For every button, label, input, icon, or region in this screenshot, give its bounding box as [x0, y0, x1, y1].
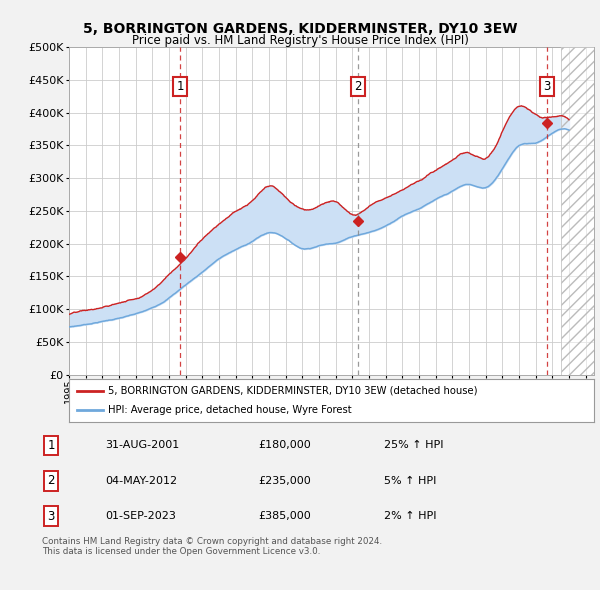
- Text: 2% ↑ HPI: 2% ↑ HPI: [384, 512, 437, 521]
- Text: 2: 2: [354, 80, 362, 93]
- Text: 1: 1: [47, 439, 55, 452]
- Text: 3: 3: [47, 510, 55, 523]
- Text: 04-MAY-2012: 04-MAY-2012: [105, 476, 177, 486]
- Text: £180,000: £180,000: [258, 441, 311, 450]
- Text: Contains HM Land Registry data © Crown copyright and database right 2024.
This d: Contains HM Land Registry data © Crown c…: [42, 537, 382, 556]
- Bar: [560, 47, 594, 375]
- Text: £385,000: £385,000: [258, 512, 311, 521]
- Text: 25% ↑ HPI: 25% ↑ HPI: [384, 441, 443, 450]
- Text: 1: 1: [176, 80, 184, 93]
- Bar: [560, 47, 594, 375]
- Text: £235,000: £235,000: [258, 476, 311, 486]
- Text: 5% ↑ HPI: 5% ↑ HPI: [384, 476, 436, 486]
- Text: 3: 3: [543, 80, 550, 93]
- Text: 01-SEP-2023: 01-SEP-2023: [105, 512, 176, 521]
- Text: HPI: Average price, detached house, Wyre Forest: HPI: Average price, detached house, Wyre…: [109, 405, 352, 415]
- Text: 31-AUG-2001: 31-AUG-2001: [105, 441, 179, 450]
- Text: 5, BORRINGTON GARDENS, KIDDERMINSTER, DY10 3EW: 5, BORRINGTON GARDENS, KIDDERMINSTER, DY…: [83, 22, 517, 36]
- Text: Price paid vs. HM Land Registry's House Price Index (HPI): Price paid vs. HM Land Registry's House …: [131, 34, 469, 47]
- Text: 5, BORRINGTON GARDENS, KIDDERMINSTER, DY10 3EW (detached house): 5, BORRINGTON GARDENS, KIDDERMINSTER, DY…: [109, 386, 478, 396]
- Text: 2: 2: [47, 474, 55, 487]
